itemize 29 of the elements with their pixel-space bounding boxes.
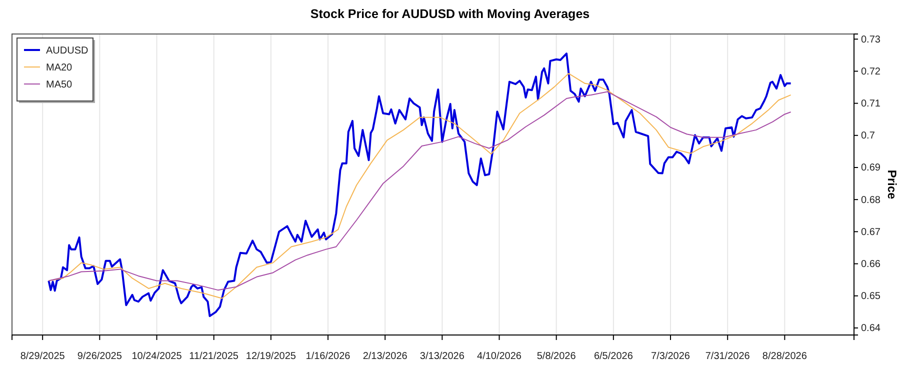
x-tick-label: 3/13/2026 xyxy=(420,351,465,362)
y-tick-label: 0.71 xyxy=(861,98,881,110)
x-tick-label: 9/26/2025 xyxy=(77,351,122,362)
x-tick-label: 8/28/2026 xyxy=(762,351,808,362)
x-tick-label: 7/31/2026 xyxy=(705,351,750,362)
y-tick-label: 0.69 xyxy=(861,162,881,174)
legend-label: MA20 xyxy=(46,62,73,74)
legend-label: AUDUSD xyxy=(46,46,88,56)
y-tick-label: 0.72 xyxy=(861,66,881,78)
y-tick-label: 0.73 xyxy=(861,34,881,46)
y-tick-label: 0.67 xyxy=(861,226,881,238)
x-tick-label: 12/19/2025 xyxy=(246,351,296,362)
x-tick-label: 7/3/2026 xyxy=(651,351,690,362)
y-tick-label: 0.65 xyxy=(861,291,881,302)
x-tick-label: 6/5/2026 xyxy=(594,351,634,362)
y-tick-label: 0.7 xyxy=(861,130,876,142)
y-tick-label: 0.64 xyxy=(861,323,881,334)
x-tick-label: 1/16/2026 xyxy=(306,351,351,362)
y-tick-label: 0.68 xyxy=(861,194,881,206)
y-tick-label: 0.66 xyxy=(861,258,881,270)
x-tick-label: 11/21/2025 xyxy=(189,351,239,362)
chart-title: Stock Price for AUDUSD with Moving Averages xyxy=(310,7,590,21)
x-tick-label: 4/10/2026 xyxy=(477,351,522,362)
y-axis-title: Price xyxy=(885,170,899,200)
x-tick-label: 2/13/2026 xyxy=(362,351,408,362)
x-tick-label: 8/29/2025 xyxy=(20,351,66,362)
x-tick-label: 5/8/2026 xyxy=(536,351,576,362)
legend-label: MA50 xyxy=(46,80,73,90)
x-tick-label: 10/24/2025 xyxy=(132,351,182,362)
